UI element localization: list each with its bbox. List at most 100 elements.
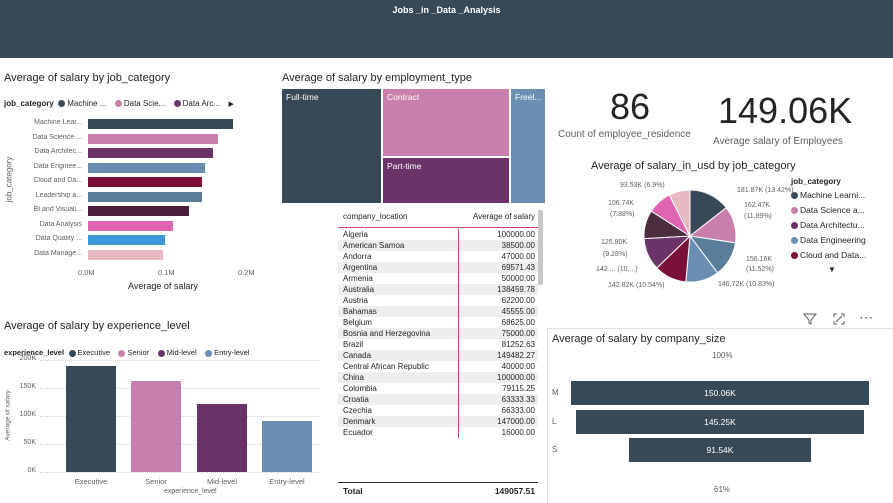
cell-location: Brazil [343, 340, 364, 349]
cell-location: Armenia [343, 274, 373, 283]
table-row[interactable]: Colombia 79115.25 [338, 383, 538, 394]
job-category-bar[interactable] [88, 162, 206, 173]
table-row[interactable]: Austria 62200.00 [338, 295, 538, 306]
job-category-bar[interactable] [88, 133, 218, 144]
exp-legend-executive[interactable]: Executive [68, 348, 110, 357]
table-row[interactable]: Argentina 69571.43 [338, 262, 538, 273]
pie-legend-item-2[interactable]: Data Architectu... [791, 220, 887, 230]
cell-location: Central African Republic [343, 362, 429, 371]
pie-label-4: 162.47K [744, 202, 771, 209]
pie-label-6: 125.80K [601, 239, 628, 246]
cell-location: Ecuador [343, 428, 373, 437]
table-row[interactable]: Andorra 47000.00 [338, 251, 538, 262]
table-row[interactable]: Canada 149482.27 [338, 350, 538, 361]
employment-chart-title: Average of salary by employment_type [282, 72, 472, 84]
table-header: company_location Average of salary [338, 206, 538, 228]
table-row[interactable]: China 100000.00 [338, 372, 538, 383]
exp-bar[interactable] [66, 365, 116, 472]
legend-item-data-science[interactable]: Data Scie... [114, 99, 165, 108]
exp-category-label: Executive [74, 477, 108, 486]
funnel-bar[interactable]: 91.54K [629, 438, 811, 462]
tile-part-time[interactable]: Part-time [382, 157, 510, 204]
job-category-bar[interactable] [88, 235, 165, 245]
exp-legend-senior[interactable]: Senior [118, 348, 149, 357]
legend-next-arrow[interactable]: ▶ [228, 101, 234, 108]
table-row[interactable]: Belgium 68625.00 [338, 317, 538, 328]
cell-salary: 138459.78 [458, 284, 538, 295]
job-category-bar[interactable] [88, 119, 234, 129]
job-category-label: BI and Visuali... [33, 206, 82, 213]
funnel-chart-title: Average of salary by company_size [552, 333, 726, 345]
table-row[interactable]: Ecuador 16000.00 [338, 427, 538, 438]
exp-legend-entry[interactable]: Entry-level [205, 348, 250, 357]
pie-legend-item-3[interactable]: Data Engineering [791, 235, 887, 245]
tile-full-time[interactable]: Full-time [281, 88, 382, 204]
exp-legend-title: experience_level [4, 348, 65, 357]
table-row[interactable]: Croatia 63333.33 [338, 394, 538, 405]
cell-salary: 79115.25 [458, 383, 538, 394]
tile-freelance[interactable]: Freel... [510, 88, 546, 204]
table-row[interactable]: Denmark 147000.00 [338, 416, 538, 427]
job-category-label: Leadership a... [35, 191, 82, 199]
funnel-bar[interactable]: 150.06K [571, 381, 869, 405]
cell-location: Croatia [343, 395, 369, 404]
cell-salary: 69571.43 [458, 262, 538, 273]
legend-item-data-arch[interactable]: Data Arc... [173, 99, 220, 108]
exp-y-tick: 100K [19, 411, 36, 418]
table-row[interactable]: Australia 138459.78 [338, 284, 538, 295]
focus-mode-icon[interactable] [832, 312, 846, 331]
exp-legend-mid[interactable]: Mid-level [157, 348, 197, 357]
cell-location: Australia [343, 285, 375, 294]
pie-label-8: 156.16K [746, 256, 773, 263]
cell-location: Czechia [343, 406, 372, 415]
cell-salary: 47000.00 [458, 251, 538, 262]
col-header-salary[interactable]: Average of salary [472, 212, 535, 221]
cell-salary: 40000.00 [458, 361, 538, 372]
report-title: Jobs _in _Data _Analysis [392, 5, 501, 15]
table-row[interactable]: Central African Republic 40000.00 [338, 361, 538, 372]
job-category-bar[interactable] [88, 249, 163, 260]
exp-legend: experience_level Executive Senior Mid-le… [4, 342, 254, 360]
cell-salary: 100000.00 [458, 372, 538, 383]
filter-icon[interactable] [802, 312, 818, 331]
table-row[interactable]: Bosnia and Herzegovina 75000.00 [338, 328, 538, 339]
table-row[interactable]: Czechia 66333.00 [338, 405, 538, 416]
job-category-bar[interactable] [88, 220, 174, 231]
cell-location: Denmark [343, 417, 376, 426]
tile-contract[interactable]: Contract [382, 88, 510, 157]
exp-y-tick: 150K [19, 383, 36, 390]
table-row[interactable]: Armenia 50000.00 [338, 273, 538, 284]
exp-category-label: Entry-level [269, 477, 305, 486]
pie-legend-item-1[interactable]: Data Science a... [791, 205, 887, 215]
job-category-bar[interactable] [88, 191, 202, 202]
pie-legend-scroll-down[interactable]: ▼ [828, 265, 836, 274]
pie-slice[interactable] [668, 189, 691, 237]
job-category-bar[interactable] [88, 177, 203, 187]
job-category-label: Data Science ... [32, 133, 82, 141]
cell-location: Argentina [343, 263, 378, 272]
pie-legend-item-4[interactable]: Cloud and Data... [791, 250, 887, 260]
table-row[interactable]: Brazil 81252.63 [338, 339, 538, 350]
header-bar: Jobs _in _Data _Analysis [0, 0, 893, 58]
exp-bar[interactable] [197, 403, 247, 472]
exp-bar[interactable] [131, 380, 181, 472]
funnel-category-label: M [552, 388, 559, 397]
table-scrollbar[interactable] [538, 210, 543, 285]
table-row[interactable]: American Samoa 38500.00 [338, 240, 538, 251]
exp-bar[interactable] [262, 421, 312, 472]
avg-card-value: 149.06K [718, 90, 853, 131]
table-row[interactable]: Algeria 100000.00 [338, 229, 538, 240]
table-row[interactable]: Bahamas 45555.00 [338, 306, 538, 317]
pie-legend-item-0[interactable]: Machine Learni... [791, 190, 887, 200]
more-options-icon[interactable]: ⋯ [859, 309, 873, 325]
total-value: 149057.51 [494, 486, 535, 496]
cell-location: China [343, 373, 364, 382]
legend-item-machine[interactable]: Machine ... [58, 99, 106, 108]
job-category-bar[interactable] [88, 148, 213, 158]
funnel-bar[interactable]: 145.25K [575, 410, 865, 434]
pie-chart[interactable] [640, 186, 740, 286]
company-location-table[interactable]: company_location Average of salary Alger… [338, 206, 548, 503]
pie-label-9: (11.52%) [746, 266, 774, 273]
col-header-location[interactable]: company_location [343, 212, 408, 221]
job-category-bar[interactable] [88, 206, 189, 216]
